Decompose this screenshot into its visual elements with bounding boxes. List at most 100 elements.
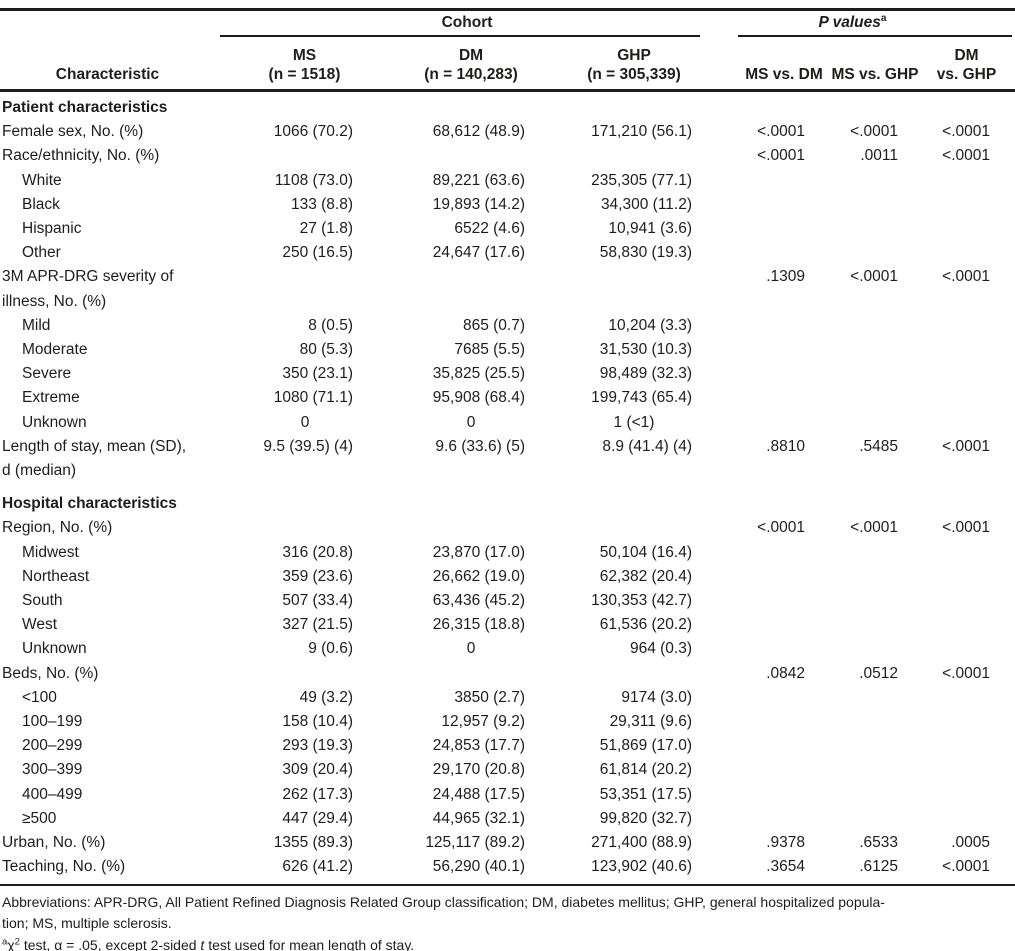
- cell-p1: [700, 338, 812, 362]
- characteristic-cell: Urban, No. (%): [2, 834, 106, 852]
- section-label: Patient characteristics: [2, 99, 168, 116]
- cell-ghp: 271,400 (88.9): [591, 834, 692, 852]
- characteristic-cell: Teaching, No. (%): [2, 858, 126, 876]
- cell-dm: 89,221 (63.6): [432, 171, 525, 189]
- cell-p1: [700, 589, 812, 613]
- cell-p2: [812, 314, 910, 338]
- characteristic-cell: South: [22, 592, 63, 610]
- cell-ghp: [532, 91, 700, 121]
- col-header-ms-vs-ghp: MS vs. GHP: [812, 37, 919, 92]
- cell-p1: <.0001: [757, 519, 805, 537]
- cell-ms: 250 (16.5): [282, 244, 353, 262]
- cell-dm: 63,436 (45.2): [432, 592, 525, 610]
- table-row: 200–299 293 (19.3) 24,853 (17.7) 51,869 (17…: [0, 734, 1015, 758]
- cell-p1: [700, 193, 812, 217]
- cell-ms: 1080 (71.1): [273, 389, 353, 407]
- table-row: Beds, No. (%) .0842 .0512 <.0001: [0, 662, 1015, 686]
- abbreviations-note: Abbreviations: APR-DRG, All Patient Refi…: [2, 893, 885, 932]
- cell-p2: <.0001: [850, 519, 898, 537]
- cell-p1: [700, 362, 812, 386]
- table-row: Mild 8 (0.5) 865 (0.7) 10,204 (3.3): [0, 314, 1015, 338]
- cell-p1: [700, 734, 812, 758]
- table-row: Female sex, No. (%) 1066 (70.2) 68,612 (48…: [0, 120, 1015, 144]
- cell-ghp: 50,104 (16.4): [599, 543, 692, 561]
- characteristic-cell: 200–299: [22, 737, 83, 755]
- table-header: Cohort P valuesa Characteristic MS (n = …: [0, 10, 1015, 92]
- cell-p2: [812, 541, 910, 565]
- cell-p2: [812, 613, 910, 637]
- cell-ghp: 123,902 (40.6): [591, 858, 692, 876]
- cell-p1: [700, 411, 812, 435]
- cell-ghp: [532, 144, 700, 168]
- cell-ghp: 99,820 (32.7): [599, 809, 692, 827]
- cell-ms: 80 (5.3): [299, 341, 353, 359]
- col-header-ghp: GHP (n = 305,339): [532, 37, 700, 92]
- cell-dm: 23,870 (17.0): [432, 543, 525, 561]
- cell-ghp: 235,305 (77.1): [591, 171, 692, 189]
- table-row: Region, No. (%) <.0001 <.0001 <.0001: [0, 516, 1015, 540]
- cell-p3: [910, 541, 1015, 565]
- table-row: Moderate 80 (5.3) 7685 (5.5) 31,530 (10.3): [0, 338, 1015, 362]
- cell-ghp: 199,743 (65.4): [591, 389, 692, 407]
- cell-ghp: 10,941 (3.6): [608, 220, 692, 238]
- cell-dm: 0: [466, 640, 476, 658]
- cell-p3: [910, 483, 1015, 516]
- characteristic-cell: Length of stay, mean (SD), d (median): [2, 437, 187, 480]
- cell-p1: [700, 565, 812, 589]
- cell-ms: [215, 516, 360, 540]
- cell-ms: 158 (10.4): [282, 713, 353, 731]
- cell-p3: [910, 386, 1015, 410]
- cell-p2: [812, 217, 910, 241]
- cell-p2: [812, 758, 910, 782]
- statistics-note: aχ2 test, α = .05, except 2-sided t test…: [2, 935, 415, 951]
- cell-ms: 327 (21.5): [282, 616, 353, 634]
- p-values-group-header: P valuesa: [700, 10, 1015, 37]
- cell-ms: [215, 144, 360, 168]
- cell-p2: [812, 734, 910, 758]
- characteristic-cell: 100–199: [22, 713, 83, 731]
- cell-p3: [910, 411, 1015, 435]
- table-body: Patient characteristics Female sex, No. (…: [0, 91, 1015, 885]
- cell-p2: [812, 169, 910, 193]
- cell-ms: 447 (29.4): [282, 809, 353, 827]
- cell-ghp: [532, 662, 700, 686]
- cell-ms: 359 (23.6): [282, 567, 353, 585]
- column-header-row: Characteristic MS (n = 1518) DM (n = 140…: [0, 37, 1015, 92]
- characteristic-cell: Region, No. (%): [2, 519, 113, 537]
- cell-ghp: 98,489 (32.3): [599, 365, 692, 383]
- cell-dm: 29,170 (20.8): [432, 761, 525, 779]
- cell-ms: 1066 (70.2): [273, 123, 353, 141]
- cell-ms: 9.5 (39.5) (4): [263, 437, 353, 455]
- cell-p3: [910, 613, 1015, 637]
- characteristic-cell: Unknown: [22, 413, 87, 431]
- cell-dm: [360, 483, 532, 516]
- cell-dm: 56,290 (40.1): [432, 858, 525, 876]
- cell-dm: 19,893 (14.2): [432, 195, 525, 213]
- cell-p1: [700, 483, 812, 516]
- cell-dm: 26,662 (19.0): [432, 567, 525, 585]
- cell-ghp: 61,814 (20.2): [599, 761, 692, 779]
- cell-ms: 507 (33.4): [282, 592, 353, 610]
- cell-p2: [812, 686, 910, 710]
- cell-p1: [700, 91, 812, 121]
- cell-p3: [910, 169, 1015, 193]
- group-header-row: Cohort P valuesa: [0, 10, 1015, 37]
- cell-p1: [700, 637, 812, 661]
- cell-p1: <.0001: [757, 123, 805, 141]
- table-row: Length of stay, mean (SD), d (median) 9.5 …: [0, 435, 1015, 483]
- cell-p3: <.0001: [942, 858, 990, 876]
- cell-p2: .6533: [859, 834, 898, 852]
- cell-dm: [360, 662, 532, 686]
- cohort-group-label: Cohort: [441, 14, 493, 31]
- cell-ms: 309 (20.4): [282, 761, 353, 779]
- characteristic-cell: Black: [22, 195, 60, 213]
- cell-p2: [812, 565, 910, 589]
- table-row: 300–399 309 (20.4) 29,170 (20.8) 61,814 (20…: [0, 758, 1015, 782]
- cell-p3: [910, 734, 1015, 758]
- characteristic-cell: Beds, No. (%): [2, 664, 99, 682]
- cell-p1: .9378: [766, 834, 805, 852]
- cell-ms: 49 (3.2): [299, 688, 353, 706]
- cell-dm: 24,853 (17.7): [432, 737, 525, 755]
- cell-p2: [812, 91, 910, 121]
- characteristic-cell: <100: [22, 688, 57, 706]
